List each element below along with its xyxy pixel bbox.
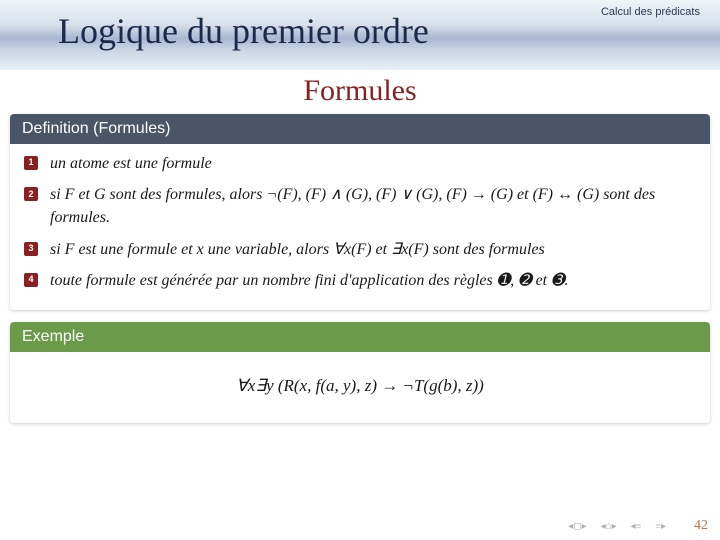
header-banner: Calcul des prédicats Logique du premier … [0, 0, 720, 70]
bullet-icon: 4 [24, 273, 38, 287]
example-block: Exemple ∀x∃y (R(x, f(a, y), z) → ¬T(g(b)… [10, 322, 710, 423]
bullet-icon: 3 [24, 242, 38, 256]
list-item: 3 si F est une formule et x une variable… [24, 238, 696, 261]
list-item: 4 toute formule est générée par un nombr… [24, 269, 696, 292]
nav-section-next-icon[interactable]: ≡▸ [655, 521, 666, 532]
definition-block: Definition (Formules) 1 un atome est une… [10, 114, 710, 310]
example-body: ∀x∃y (R(x, f(a, y), z) → ¬T(g(b), z)) [10, 352, 710, 423]
definition-item-text: si F est une formule et x une variable, … [50, 241, 545, 258]
bullet-icon: 2 [24, 187, 38, 201]
definition-item-text: si F et G sont des formules, alors ¬(F),… [50, 186, 655, 226]
definition-body: 1 un atome est une formule 2 si F et G s… [10, 144, 710, 310]
example-formula: ∀x∃y (R(x, f(a, y), z) → ¬T(g(b), z)) [24, 360, 696, 413]
list-item: 2 si F et G sont des formules, alors ¬(F… [24, 183, 696, 229]
footer-nav: ◂◻▸ ◂⌂▸ ◂≡ ≡▸ 42 [568, 518, 708, 534]
nav-icons: ◂◻▸ ◂⌂▸ ◂≡ ≡▸ [568, 521, 666, 532]
breadcrumb: Calcul des prédicats [601, 6, 700, 18]
definition-item-text: toute formule est générée par un nombre … [50, 272, 569, 289]
definition-header: Definition (Formules) [10, 114, 710, 144]
nav-section-prev-icon[interactable]: ◂≡ [631, 521, 642, 532]
list-item: 1 un atome est une formule [24, 152, 696, 175]
page-title: Logique du premier ordre [58, 10, 429, 52]
page-number: 42 [694, 518, 708, 534]
page-subtitle: Formules [0, 74, 720, 108]
example-header: Exemple [10, 322, 710, 352]
nav-prev-icon[interactable]: ◂⌂▸ [601, 521, 617, 532]
definition-item-text: un atome est une formule [50, 155, 212, 172]
nav-first-icon[interactable]: ◂◻▸ [568, 521, 586, 532]
bullet-icon: 1 [24, 156, 38, 170]
